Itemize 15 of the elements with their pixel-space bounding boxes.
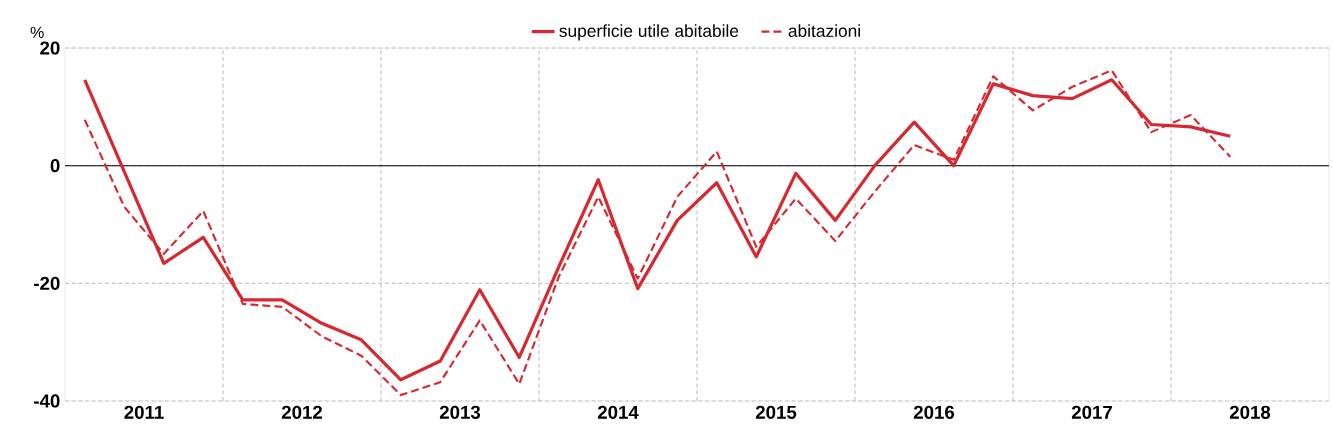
x-tick-label: 2015 bbox=[755, 405, 797, 419]
y-tick-label: 0 bbox=[50, 159, 60, 173]
x-tick-label: 2011 bbox=[124, 405, 164, 419]
y-tick-label: 20 bbox=[40, 41, 60, 55]
legend-label: abitazioni bbox=[788, 24, 860, 38]
x-tick-label: 2014 bbox=[597, 405, 639, 419]
x-tick-label: 2013 bbox=[439, 405, 481, 419]
x-tick-label: 2017 bbox=[1071, 405, 1112, 419]
legend-label: superficie utile abitabile bbox=[559, 24, 739, 41]
y-axis-title: % bbox=[30, 26, 44, 38]
y-tick-label: -20 bbox=[34, 276, 60, 290]
x-tick-label: 2016 bbox=[913, 405, 955, 419]
x-tick-label: 2012 bbox=[281, 405, 323, 419]
y-tick-label: -40 bbox=[34, 394, 60, 408]
x-tick-label: 2018 bbox=[1229, 405, 1271, 419]
